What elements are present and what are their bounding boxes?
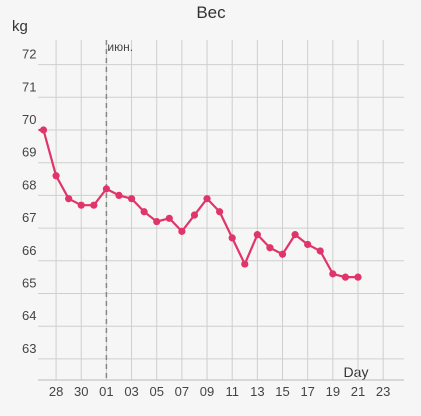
- data-point: [241, 260, 249, 268]
- data-point: [203, 195, 211, 203]
- y-tick-label: 69: [22, 145, 36, 160]
- data-point: [140, 208, 148, 216]
- data-point: [165, 214, 173, 222]
- y-tick-labels: 63 64 65 66 67 68 69 70 71 72: [22, 47, 36, 356]
- data-point: [65, 195, 73, 203]
- month-marker-label: июн.: [107, 40, 133, 54]
- data-point: [178, 227, 186, 235]
- y-tick-label: 70: [22, 112, 36, 127]
- data-point: [354, 273, 362, 281]
- x-tick-label: 23: [376, 384, 390, 399]
- data-point: [190, 211, 199, 219]
- data-point: [153, 217, 161, 226]
- y-tick-label: 68: [22, 177, 36, 192]
- data-point: [253, 231, 261, 239]
- y-axis-unit: kg: [12, 18, 28, 35]
- data-point: [52, 172, 60, 180]
- data-point: [266, 244, 274, 252]
- x-tick-label: 21: [351, 384, 365, 399]
- x-tick-label: 09: [200, 384, 214, 399]
- series-weight: [38, 126, 362, 281]
- x-tick-label: 19: [326, 384, 340, 399]
- data-point: [304, 240, 312, 249]
- y-tick-label: 67: [22, 210, 36, 225]
- data-point: [90, 201, 98, 209]
- data-point: [39, 126, 48, 134]
- y-tick-label: 71: [22, 79, 36, 94]
- x-tick-label: 01: [99, 384, 113, 399]
- x-tick-label: 30: [74, 384, 88, 399]
- month-marker: июн.: [105, 40, 133, 380]
- x-tick-label: 17: [300, 384, 314, 399]
- x-tick-label: 07: [175, 384, 189, 399]
- data-point: [102, 185, 110, 193]
- x-tick-label: 13: [250, 384, 264, 399]
- data-point: [291, 231, 299, 239]
- data-point: [228, 234, 236, 242]
- data-point: [216, 208, 224, 216]
- y-tick-label: 63: [22, 341, 36, 356]
- x-tick-labels: 28 30 01 03 05 07 09 11 13 15 17 19 21 23: [49, 384, 391, 399]
- y-tick-label: 64: [22, 308, 36, 323]
- data-point: [341, 273, 350, 281]
- data-point: [77, 201, 85, 209]
- data-point: [127, 195, 136, 203]
- x-tick-label: 03: [124, 384, 138, 399]
- x-tick-label: 05: [149, 384, 163, 399]
- chart-title: Вес: [196, 3, 226, 22]
- y-tick-label: 66: [22, 243, 36, 258]
- y-tick-label: 65: [22, 276, 36, 291]
- y-tick-label: 72: [22, 47, 36, 62]
- data-point: [316, 247, 324, 255]
- data-point: [329, 270, 337, 278]
- data-point: [115, 191, 123, 199]
- x-tick-label: 15: [275, 384, 289, 399]
- data-point: [278, 250, 287, 258]
- x-tick-label: 11: [225, 384, 239, 399]
- x-tick-label: 28: [49, 384, 63, 399]
- series-line: [38, 128, 358, 279]
- grid: [38, 40, 404, 381]
- x-axis-label: Day: [344, 364, 369, 380]
